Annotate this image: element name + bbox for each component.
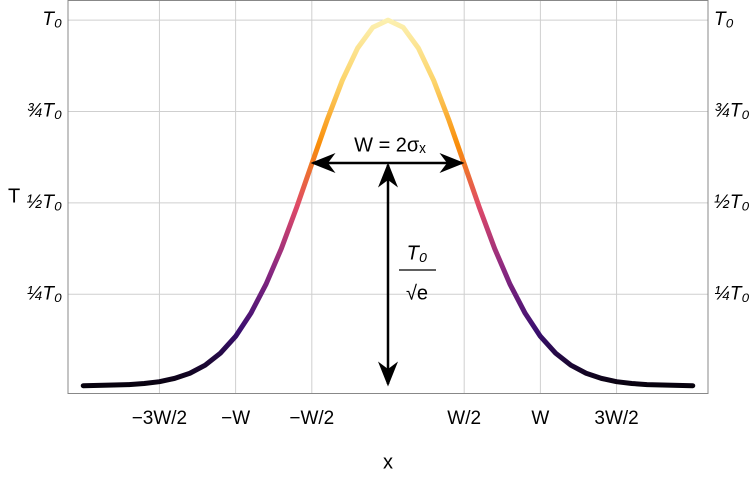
- height-denominator: √e: [406, 282, 428, 304]
- plot: [80, 17, 696, 389]
- curve: [80, 17, 696, 389]
- y-tick-label-right: T₀: [714, 9, 734, 30]
- y-tick-label-right: ¼T₀: [714, 283, 749, 304]
- x-axis-label: x: [383, 451, 393, 473]
- y-tick-label: T₀: [42, 9, 62, 30]
- y-axis-label: T: [8, 185, 20, 207]
- y-tick-label: ½T₀: [27, 192, 62, 213]
- x-tick-label: −W/2: [289, 408, 334, 429]
- y-tick-label: ¼T₀: [27, 283, 62, 304]
- frame: [67, 0, 709, 394]
- y-tick-label-right: ½T₀: [714, 192, 749, 213]
- height-numerator: T₀: [407, 242, 428, 264]
- width-label: W = 2σₓ: [354, 134, 426, 156]
- x-tick-label: W: [531, 408, 549, 429]
- y-tick-label: ¾T₀: [27, 101, 62, 122]
- x-tick-label: W/2: [447, 408, 481, 429]
- y-tick-label-right: ¾T₀: [714, 101, 749, 122]
- x-tick-label: 3W/2: [594, 408, 638, 429]
- grid: [68, 0, 708, 393]
- x-tick-label: −3W/2: [132, 408, 187, 429]
- x-tick-label: −W: [221, 408, 250, 429]
